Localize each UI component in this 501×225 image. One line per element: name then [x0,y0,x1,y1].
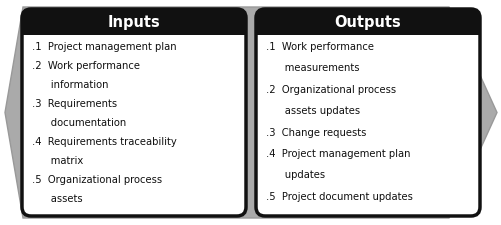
Text: .2  Work performance: .2 Work performance [32,61,140,71]
Text: .2  Organizational process: .2 Organizational process [266,85,395,95]
Text: assets: assets [32,194,83,204]
Text: assets updates: assets updates [266,106,359,116]
Text: .3  Change requests: .3 Change requests [266,128,366,137]
Text: information: information [32,80,108,90]
Text: .5  Organizational process: .5 Organizational process [32,175,162,185]
FancyBboxPatch shape [22,9,245,216]
Polygon shape [5,7,496,218]
Text: .3  Requirements: .3 Requirements [32,99,117,109]
Text: measurements: measurements [266,63,359,73]
Bar [256,22,479,35]
Text: updates: updates [266,170,325,180]
FancyBboxPatch shape [22,9,245,35]
FancyBboxPatch shape [256,9,479,216]
Text: documentation: documentation [32,118,126,128]
Text: .1  Project management plan: .1 Project management plan [32,42,176,52]
Text: .1  Work performance: .1 Work performance [266,42,373,52]
FancyBboxPatch shape [256,9,479,35]
Text: Outputs: Outputs [334,14,401,29]
Bar [22,22,245,35]
Text: Inputs: Inputs [107,14,160,29]
Text: .4  Requirements traceability: .4 Requirements traceability [32,137,176,147]
Text: matrix: matrix [32,156,83,166]
Text: .4  Project management plan: .4 Project management plan [266,149,410,159]
Text: .5  Project document updates: .5 Project document updates [266,192,412,202]
